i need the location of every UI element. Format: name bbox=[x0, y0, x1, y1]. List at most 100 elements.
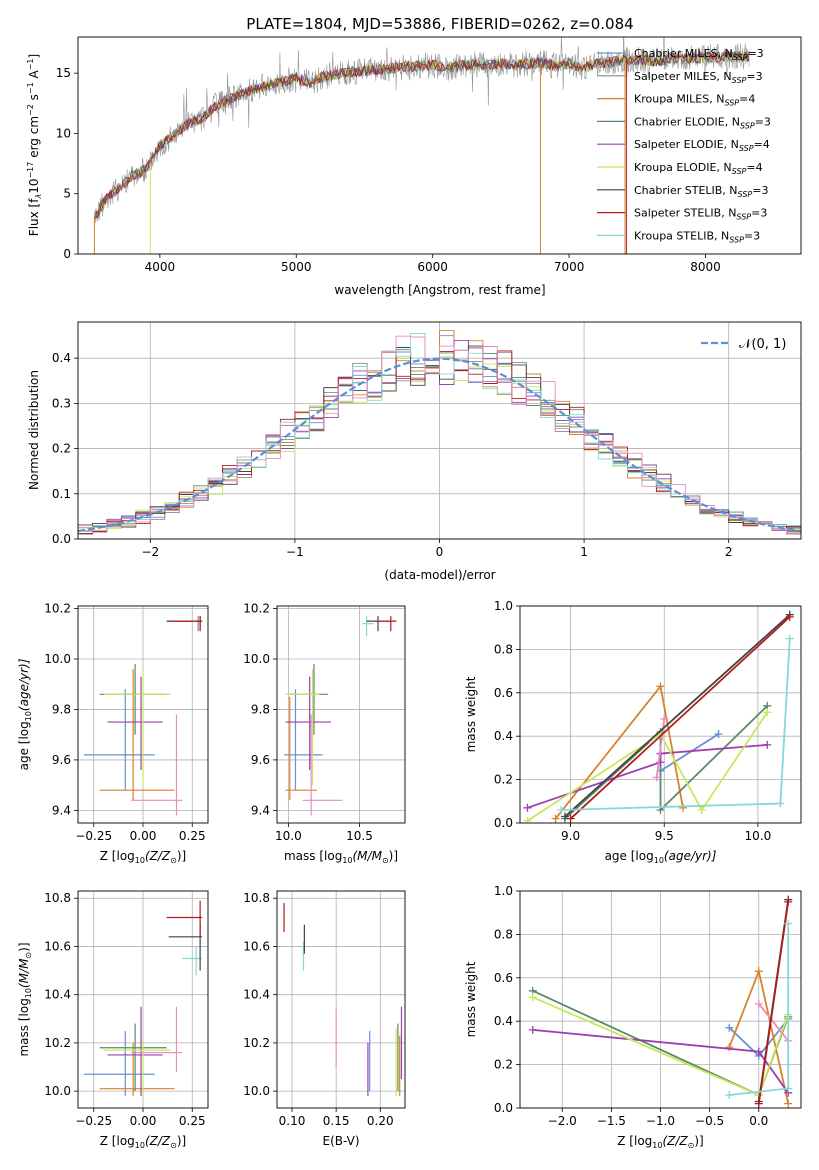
x-tick-label: −0.25 bbox=[75, 829, 112, 843]
legend-entry: Salpeter ELODIE, NSSP=4 bbox=[634, 138, 770, 153]
legend-entry: Salpeter STELIB, NSSP=3 bbox=[634, 207, 767, 222]
x-axis-label: Z [log10(Z/Z⊙)] bbox=[100, 849, 186, 865]
x-tick-label: 0.0 bbox=[749, 1114, 768, 1128]
weight-marker bbox=[725, 1090, 734, 1099]
x-tick-label: 7000 bbox=[554, 260, 585, 274]
weight-line bbox=[564, 705, 768, 820]
x-tick-label: −2 bbox=[141, 545, 159, 559]
weight-marker bbox=[725, 1043, 734, 1052]
y-axis-label: mass weight bbox=[464, 961, 478, 1037]
weight-marker bbox=[551, 814, 560, 823]
axes-frame bbox=[519, 605, 802, 824]
y-tick-label: 0.0 bbox=[494, 816, 513, 830]
y-tick-label: 10.0 bbox=[44, 652, 71, 666]
axes-spectrum: 4000 5000 6000 7000 8000 0 5 10 15 Chabrier MILES… bbox=[26, 36, 802, 297]
x-axis-label: E(B-V) bbox=[322, 1134, 359, 1148]
y-tick-label: 0.6 bbox=[494, 686, 513, 700]
axes-mass_vs_Z: −0.25 0.00 0.25 10.0 10.2 10.4 10.6 10.8 Z [log1… bbox=[17, 890, 209, 1150]
x-axis-label: age [log10(age/yr)] bbox=[605, 849, 717, 865]
y-tick-label: 10.0 bbox=[243, 1084, 270, 1098]
y-tick-label: 0.6 bbox=[494, 971, 513, 985]
x-tick-label: 8000 bbox=[690, 260, 721, 274]
legend-entry: Kroupa MILES, NSSP=4 bbox=[634, 93, 755, 108]
y-tick-label: 9.4 bbox=[52, 803, 71, 817]
plot-area bbox=[93, 37, 750, 254]
weight-marker bbox=[785, 612, 794, 621]
y-tick-label: 9.8 bbox=[251, 702, 270, 716]
weight-marker bbox=[697, 805, 706, 814]
weight-line bbox=[569, 616, 791, 820]
weight-marker bbox=[784, 1084, 793, 1093]
axes-mass_vs_ebv: 0.10 0.15 0.20 10.0 10.2 10.4 10.6 10.8 E(B-V) bbox=[243, 890, 406, 1148]
y-axis-label: mass [log10(M/M⊙)] bbox=[17, 942, 33, 1056]
x-tick-label: 10.5 bbox=[346, 829, 373, 843]
x-tick-label: 10.0 bbox=[745, 829, 772, 843]
y-tick-label: 10 bbox=[56, 126, 71, 140]
y-tick-label: 10.2 bbox=[243, 1036, 270, 1050]
weight-marker bbox=[763, 740, 772, 749]
weight-line bbox=[758, 1003, 789, 1042]
weight-marker bbox=[754, 1099, 763, 1108]
y-tick-label: 1.0 bbox=[494, 884, 513, 898]
weight-marker bbox=[566, 814, 575, 823]
legend-entry: Chabrier STELIB, NSSP=3 bbox=[634, 184, 768, 199]
legend-entry: Kroupa STELIB, NSSP=3 bbox=[634, 229, 760, 244]
axes-age_vs_mass: 10.0 10.5 9.4 9.6 9.8 10.0 10.2 mass [log10(M/M… bbox=[243, 602, 406, 865]
x-tick-label: −2.0 bbox=[548, 1114, 577, 1128]
y-tick-label: 10.4 bbox=[243, 988, 270, 1002]
axes-frame bbox=[276, 605, 406, 824]
x-tick-label: −0.25 bbox=[75, 1114, 112, 1128]
x-tick-label: 10.0 bbox=[275, 829, 302, 843]
y-tick-label: 10.6 bbox=[243, 939, 270, 953]
y-tick-label: 0.0 bbox=[494, 1101, 513, 1115]
y-axis-label: mass weight bbox=[464, 676, 478, 752]
plot-area bbox=[83, 900, 203, 1096]
weight-marker bbox=[557, 805, 566, 814]
legend-entry: Chabrier MILES, NSSP=3 bbox=[634, 47, 764, 62]
weight-line bbox=[527, 744, 768, 809]
x-tick-label: 4000 bbox=[145, 260, 176, 274]
x-tick-label: 6000 bbox=[417, 260, 448, 274]
weight-marker bbox=[784, 897, 793, 906]
plot-area bbox=[83, 616, 203, 816]
weight-marker bbox=[754, 1047, 763, 1056]
y-axis-label: Normed distribution bbox=[27, 370, 41, 490]
axes-residuals: −2 −1 0 1 2 0.0 0.1 0.2 0.3 0.4 𝒩(0, 1) (data-model… bbox=[27, 321, 802, 582]
x-tick-label: 0.00 bbox=[130, 829, 157, 843]
weight-marker bbox=[528, 1025, 537, 1034]
x-axis-label: (data-model)/error bbox=[384, 568, 495, 582]
axes-frame bbox=[77, 36, 802, 255]
weight-marker bbox=[784, 919, 793, 928]
y-tick-label: 0 bbox=[63, 247, 71, 261]
x-tick-label: −1 bbox=[286, 545, 304, 559]
weight-marker bbox=[784, 1099, 793, 1108]
x-tick-label: 0.20 bbox=[367, 1114, 394, 1128]
y-tick-label: 15 bbox=[56, 66, 71, 80]
x-tick-label: 0.10 bbox=[279, 1114, 306, 1128]
y-tick-label: 0.2 bbox=[52, 442, 71, 456]
axes-frame bbox=[519, 890, 802, 1109]
x-tick-label: −0.5 bbox=[695, 1114, 724, 1128]
weight-line bbox=[660, 733, 720, 772]
plot-area bbox=[528, 895, 793, 1108]
y-tick-label: 0.8 bbox=[494, 927, 513, 941]
x-tick-label: 2 bbox=[725, 545, 733, 559]
y-tick-label: 10.8 bbox=[44, 891, 71, 905]
y-axis-label: age [log10(age/yr)] bbox=[17, 658, 33, 770]
axes-frame bbox=[276, 890, 406, 1109]
y-tick-label: 0.4 bbox=[52, 351, 71, 365]
y-tick-label: 0.8 bbox=[494, 642, 513, 656]
x-axis-label: Z [log10(Z/Z⊙)] bbox=[617, 1134, 703, 1150]
weight-marker bbox=[725, 1023, 734, 1032]
y-tick-label: 10.8 bbox=[243, 891, 270, 905]
weight-marker bbox=[528, 993, 537, 1002]
weight-marker bbox=[652, 773, 661, 782]
x-axis-label: mass [log10(M/M⊙)] bbox=[284, 849, 398, 865]
y-tick-label: 10.6 bbox=[44, 939, 71, 953]
plot-area bbox=[78, 329, 801, 535]
histogram-step bbox=[78, 332, 801, 531]
spectrum-legend: Chabrier MILES, NSSP=3 Salpeter MILES, NS… bbox=[597, 47, 771, 244]
weight-marker bbox=[678, 803, 687, 812]
y-tick-label: 0.1 bbox=[52, 487, 71, 501]
